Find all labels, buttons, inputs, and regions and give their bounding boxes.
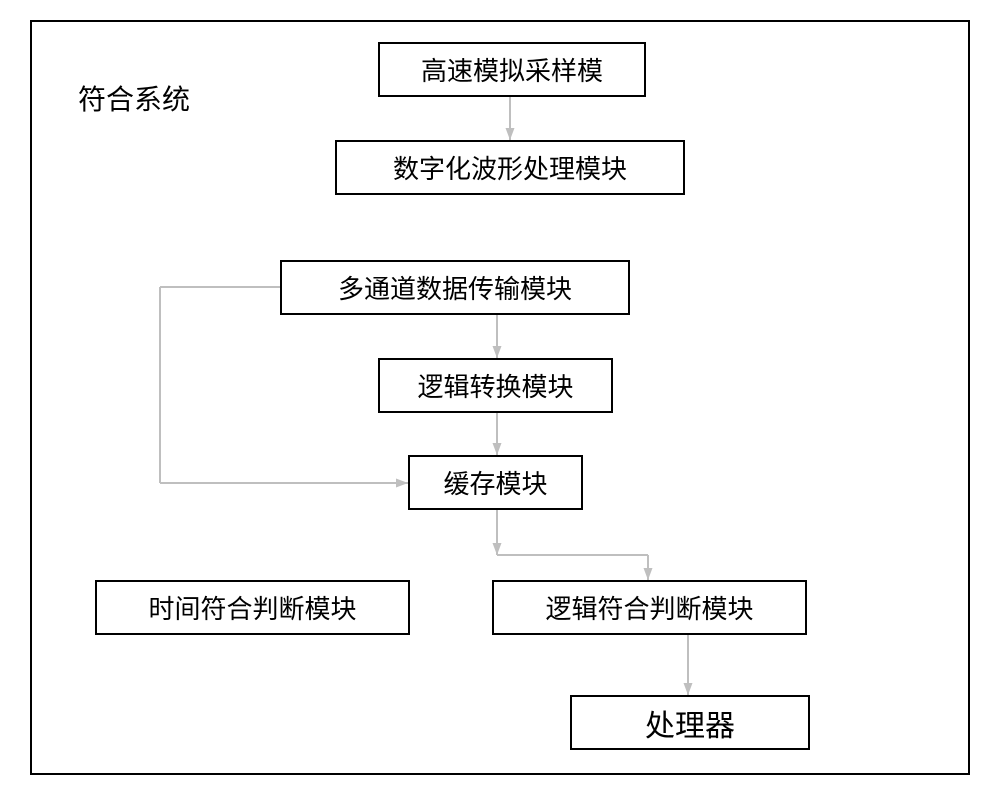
system-title: 符合系统 <box>78 78 190 118</box>
node-n4: 逻辑转换模块 <box>378 358 613 413</box>
node-n2: 数字化波形处理模块 <box>335 140 685 195</box>
node-n5: 缓存模块 <box>408 455 583 510</box>
node-n1: 高速模拟采样模 <box>378 42 646 97</box>
diagram-canvas: 符合系统 高速模拟采样模数字化波形处理模块多通道数据传输模块逻辑转换模块缓存模块… <box>0 0 1000 795</box>
node-n7: 逻辑符合判断模块 <box>492 580 807 635</box>
node-n3: 多通道数据传输模块 <box>280 260 630 315</box>
node-n6: 时间符合判断模块 <box>95 580 410 635</box>
node-n8: 处理器 <box>570 695 810 750</box>
